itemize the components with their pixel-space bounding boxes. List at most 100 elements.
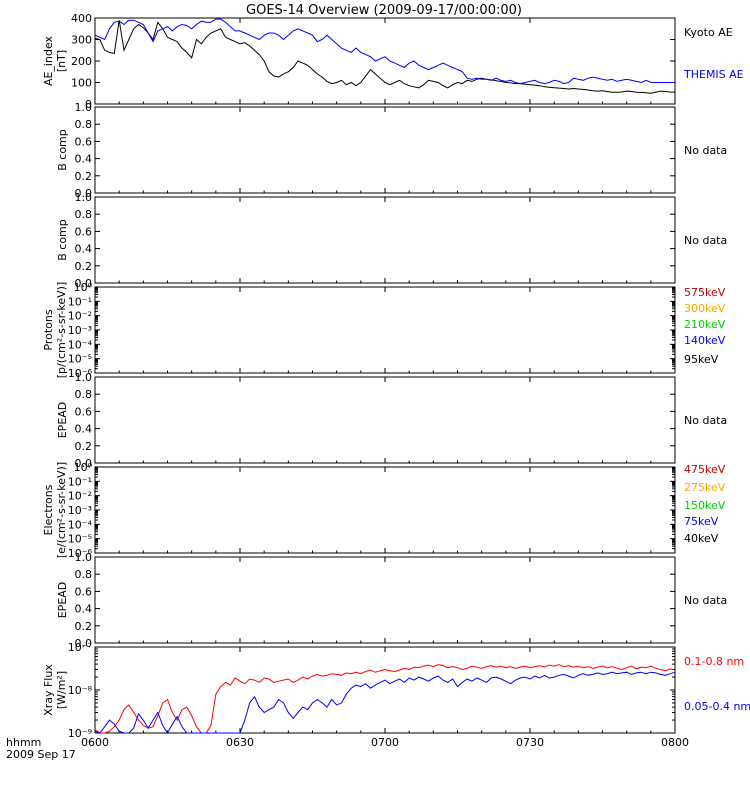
y-tick-label: 10⁻² <box>68 310 92 323</box>
y-axis-label: AE_index <box>42 35 55 86</box>
panel-b1: 0.0 0.2 0.4 0.6 0.8 1.0 B comp No data <box>56 101 727 200</box>
y-tick-label: 1.0 <box>75 551 93 564</box>
legend-entry: 0.1-0.8 nm <box>684 655 744 668</box>
y-tick-label: 100 <box>71 77 92 90</box>
y-tick-label: 0.6 <box>75 405 93 418</box>
legend-entry: 140keV <box>684 334 726 347</box>
date-label: 2009 Sep 17 <box>6 748 76 761</box>
no-data-label: No data <box>684 144 727 157</box>
y-tick-label: 0.4 <box>75 603 93 616</box>
y-tick-label: 10⁻⁹ <box>68 727 92 740</box>
y-tick-label: 10⁻¹ <box>68 295 92 308</box>
y-tick-label: 200 <box>71 55 92 68</box>
y-tick-label: 0.2 <box>75 260 93 273</box>
x-tick-label: 0700 <box>371 736 399 749</box>
y-tick-label: 0.6 <box>75 585 93 598</box>
series-line-0-05-0-4-nm <box>94 671 676 734</box>
y-tick-label: 0.4 <box>75 243 93 256</box>
series-line-0-1-0-8-nm <box>94 664 676 734</box>
y-tick-label: 10⁰ <box>74 281 93 294</box>
legend-entry: THEMIS AE <box>683 68 744 81</box>
y-tick-label: 10⁻² <box>68 490 92 503</box>
y-tick-label: 10⁻⁵ <box>68 533 92 546</box>
y-tick-label: 0.2 <box>75 620 93 633</box>
y-tick-label: 0.0 <box>75 637 93 650</box>
legend-entry: 475keV <box>684 463 726 476</box>
legend-entry: 95keV <box>684 353 719 366</box>
y-tick-label: 10⁻³ <box>68 324 92 337</box>
y-tick-label: 10⁰ <box>74 461 93 474</box>
panel-b2: 0.0 0.2 0.4 0.6 0.8 1.0 B comp No data <box>56 191 727 290</box>
y-tick-label: 0.8 <box>75 208 93 221</box>
y-tick-label: 0.2 <box>75 440 93 453</box>
y-tick-label: 10⁻⁶ <box>68 367 93 380</box>
y-tick-label: 300 <box>71 34 92 47</box>
legend-entry: 300keV <box>684 302 726 315</box>
y-tick-label: 0.0 <box>75 457 93 470</box>
y-axis-label: EPEAD <box>56 582 69 619</box>
y-axis-label: EPEAD <box>56 402 69 439</box>
y-tick-label: 10⁻⁷ <box>68 641 92 654</box>
no-data-label: No data <box>684 234 727 247</box>
y-axis-label: [p/(cm²-s-sr-keV)] <box>55 282 68 379</box>
y-axis-label: Xray Flux <box>42 664 55 716</box>
legend-entry: 210keV <box>684 318 726 331</box>
y-tick-label: 1.0 <box>75 191 93 204</box>
y-tick-label: 0.8 <box>75 118 93 131</box>
y-tick-label: 10⁻⁴ <box>68 338 93 351</box>
y-tick-label: 10⁻⁴ <box>68 518 93 531</box>
panels: 0 100 200 300 400 AE_index [nT] Kyoto AE THEMIS … <box>42 12 750 740</box>
x-tick-label: 0800 <box>661 736 689 749</box>
series-line-kyoto-ae <box>94 20 676 94</box>
legend-entry: 150keV <box>684 499 726 512</box>
y-axis-label: Protons <box>42 309 55 350</box>
y-axis-label: [W/m²] <box>55 671 68 709</box>
y-tick-label: 10⁻¹ <box>68 475 92 488</box>
legend-entry: 275keV <box>684 481 726 494</box>
y-tick-label: 0.0 <box>75 187 93 200</box>
y-axis-label: B comp <box>56 219 69 261</box>
y-axis-label: Electrons <box>42 484 55 535</box>
y-axis-label: [e/(cm²-s-sr-keV)] <box>55 462 68 558</box>
legend-entry: 75keV <box>684 515 719 528</box>
y-tick-label: 1.0 <box>75 371 93 384</box>
time-unit-label: hhmm <box>6 736 41 749</box>
figure-title: GOES-14 Overview (2009-09-17/00:00:00) <box>246 3 522 18</box>
y-tick-label: 0.8 <box>75 388 93 401</box>
y-tick-label: 0 <box>85 98 92 111</box>
no-data-label: No data <box>684 594 727 607</box>
no-data-label: No data <box>684 414 727 427</box>
time-axis: 0600 0630 0700 0730 0800 <box>81 736 689 749</box>
y-tick-label: 0.4 <box>75 423 93 436</box>
x-tick-label: 0730 <box>516 736 544 749</box>
panel-epead1: 0.0 0.2 0.4 0.6 0.8 1.0 EPEAD No data <box>56 371 727 470</box>
legend-entry: 0.05-0.4 nm <box>684 700 750 713</box>
y-tick-label: 10⁻⁶ <box>68 547 93 560</box>
y-tick-label: 0.2 <box>75 170 93 183</box>
y-tick-label: 0.0 <box>75 277 93 290</box>
y-tick-label: 10⁻³ <box>68 504 92 517</box>
y-axis-label: [nT] <box>55 50 68 72</box>
y-tick-label: 0.6 <box>75 225 93 238</box>
panel-xray: 10⁻⁹ 10⁻⁸ 10⁻⁷ Xray Flux [W/m²] 0.1-0.8 nm 0.0… <box>42 641 750 740</box>
y-tick-label: 0.4 <box>75 153 93 166</box>
legend-entry: Kyoto AE <box>684 26 733 39</box>
x-tick-label: 0630 <box>226 736 254 749</box>
x-tick-label: 0600 <box>81 736 109 749</box>
panel-ae: 0 100 200 300 400 AE_index [nT] Kyoto AE THEMIS … <box>42 12 744 111</box>
legend-entry: 575keV <box>684 286 726 299</box>
y-tick-label: 0.8 <box>75 568 93 581</box>
y-tick-label: 10⁻⁸ <box>68 684 93 697</box>
y-tick-label: 1.0 <box>75 101 93 114</box>
legend-entry: 40keV <box>684 532 719 545</box>
panel-epead2: 0.0 0.2 0.4 0.6 0.8 1.0 EPEAD No data <box>56 551 727 650</box>
y-tick-label: 10⁻⁵ <box>68 353 92 366</box>
y-tick-label: 0.6 <box>75 135 93 148</box>
y-tick-label: 400 <box>71 12 92 25</box>
series-line-themis-ae <box>94 18 675 85</box>
y-axis-label: B comp <box>56 129 69 171</box>
